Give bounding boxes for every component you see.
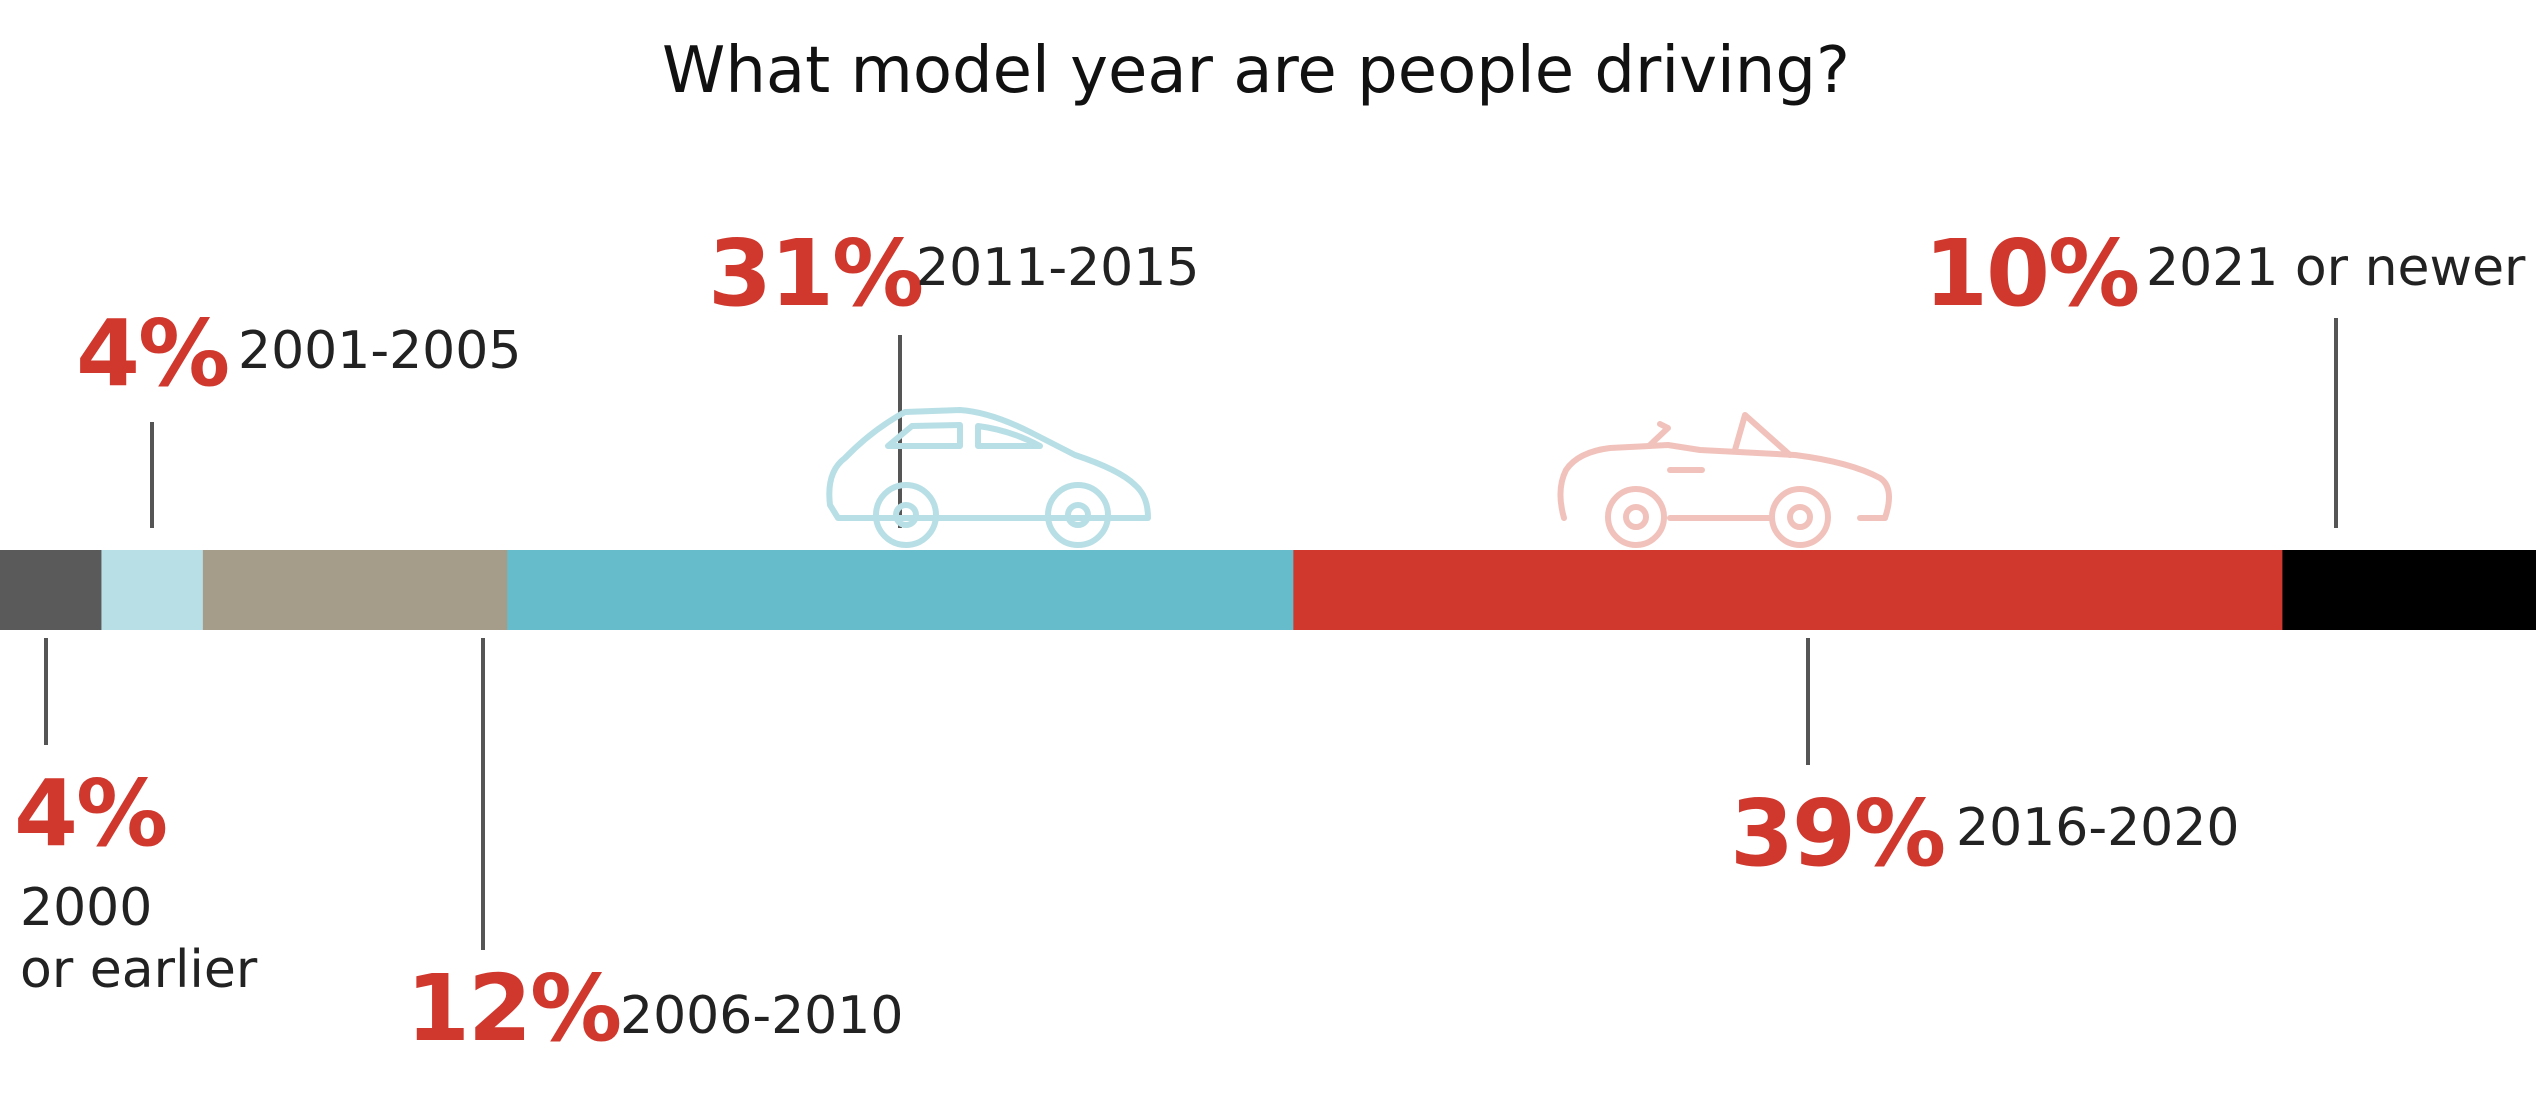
- bar-segment-2016-2020: [1293, 550, 2283, 630]
- stacked-bar: [0, 550, 2536, 630]
- data-label-2021-or-newer: 10%: [1924, 220, 2138, 327]
- chart-title: What model year are people driving?: [662, 34, 1850, 108]
- bar-segment-2000-or-earlier: [0, 550, 102, 630]
- bar-segment-2021-or-newer: [2282, 550, 2536, 630]
- data-label-2006-2010: 12%: [406, 955, 620, 1062]
- leader-lines: [44, 318, 2338, 950]
- category-label-2000-or-earlier-line-1: 2000: [20, 878, 152, 938]
- bar-segment-2011-2015: [507, 550, 1294, 630]
- category-label-2016-2020: 2016-2020: [1956, 798, 2239, 858]
- convertible-icon: [1557, 412, 1892, 548]
- bar-segment-2001-2005: [101, 550, 204, 630]
- category-label-2000-or-earlier-line-2: or earlier: [20, 940, 258, 1000]
- data-label-2016-2020: 39%: [1730, 780, 1944, 887]
- category-label-2001-2005: 2001-2005: [238, 321, 521, 381]
- category-label-2011-2015: 2011-2015: [916, 238, 1199, 298]
- data-label-2000-or-earlier: 4%: [14, 760, 166, 867]
- data-label-2001-2005: 4%: [76, 300, 228, 407]
- category-label-2021-or-newer: 2021 or newer: [2146, 238, 2526, 298]
- sedan-icon: [826, 407, 1151, 548]
- data-label-2011-2015: 31%: [708, 220, 922, 327]
- category-label-2006-2010: 2006-2010: [620, 986, 903, 1046]
- bar-segment-2006-2010: [202, 550, 508, 630]
